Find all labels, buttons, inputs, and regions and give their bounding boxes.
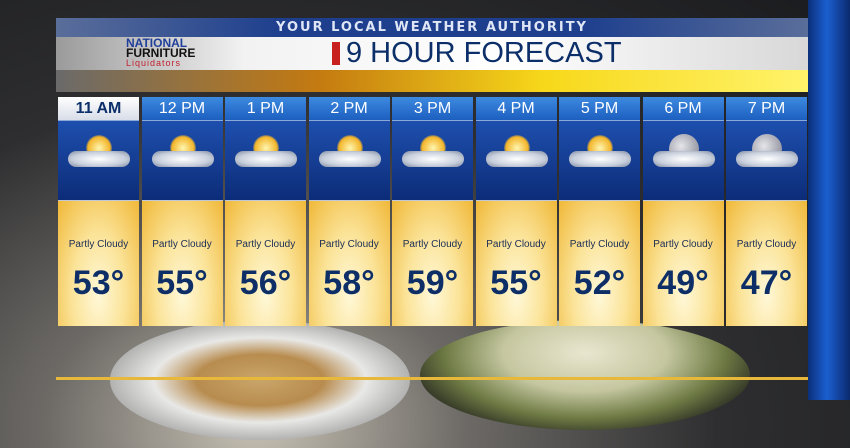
hour-label: 2 PM [308,97,390,120]
forecast-body: Partly Cloudy 49° [642,200,724,326]
temperature: 56° [239,264,292,302]
forecast-body: Partly Cloudy 47° [726,200,807,326]
cloud-icon [736,151,798,167]
partly-cloudy-day-icon [225,120,306,200]
logo-line: FURNITURE [126,46,196,60]
cloud-icon [652,151,715,167]
forecast-column: 2 PM Partly Cloudy 58° [308,97,390,326]
forecast-body: Partly Cloudy 58° [308,200,390,326]
forecast-body: Partly Cloudy 53° [58,200,139,326]
cloud-icon [235,151,297,167]
forecast-column: 1 PM Partly Cloudy 56° [225,97,306,326]
hour-label: 4 PM [475,97,557,120]
sponsor-logo: NATIONAL FURNITURE Liquidators [126,36,226,70]
forecast-body: Partly Cloudy 59° [392,200,473,326]
hour-label: 5 PM [559,97,640,120]
forecast-column: 7 PM Partly Cloudy 47° [726,97,807,326]
hour-label: 12 PM [141,97,223,120]
cloud-icon [318,151,381,167]
condition-label: Partly Cloudy [68,239,129,250]
background-plate [110,320,410,440]
forecast-body: Partly Cloudy 55° [141,200,223,326]
hour-label: 7 PM [726,97,807,120]
tagline: YOUR LOCAL WEATHER AUTHORITY [56,18,808,37]
page-title: 9 HOUR FORECAST [346,37,622,69]
partly-cloudy-day-icon [308,120,390,200]
hour-label: 1 PM [225,97,306,120]
hour-label: 6 PM [642,97,724,120]
divider [56,377,808,380]
partly-cloudy-day-icon [559,120,640,200]
condition-label: Partly Cloudy [319,239,379,250]
background-pan [420,320,750,430]
condition-label: Partly Cloudy [736,239,797,250]
cloud-icon [151,151,214,167]
cloud-icon [402,151,464,167]
forecast-column: 6 PM Partly Cloudy 49° [642,97,724,326]
temperature: 47° [740,264,793,302]
temperature: 59° [406,264,459,302]
cloud-icon [569,151,631,167]
partly-cloudy-day-icon [141,120,223,200]
temperature: 55° [490,264,542,302]
condition-label: Partly Cloudy [653,239,713,250]
condition-label: Partly Cloudy [235,239,296,250]
title-accent [332,42,340,65]
condition-label: Partly Cloudy [486,239,546,250]
side-bar [808,0,850,400]
condition-label: Partly Cloudy [402,239,463,250]
hour-label: 3 PM [392,97,473,120]
forecast-column: 4 PM Partly Cloudy 55° [475,97,557,326]
cloud-icon [485,151,548,167]
forecast-body: Partly Cloudy 55° [475,200,557,326]
logo-line: NATIONAL [126,36,188,50]
title-bar: NATIONAL FURNITURE Liquidators 9 HOUR FO… [56,37,808,70]
condition-label: Partly Cloudy [569,239,630,250]
partly-cloudy-night-icon [726,120,807,200]
forecast-column: 12 PM Partly Cloudy 55° [141,97,223,326]
temperature: 52° [573,264,626,302]
hour-label: 11 AM [58,97,139,120]
cloud-icon [68,151,130,167]
forecast-body: Partly Cloudy 56° [225,200,306,326]
temperature: 55° [156,264,208,302]
partly-cloudy-day-icon [58,120,139,200]
temperature: 53° [72,264,125,302]
partly-cloudy-night-icon [642,120,724,200]
forecast-column: 11 AM Partly Cloudy 53° [58,97,139,326]
temperature: 49° [657,264,709,302]
partly-cloudy-day-icon [392,120,473,200]
forecast-column: 5 PM Partly Cloudy 52° [559,97,640,326]
accent-band [56,70,808,92]
temperature: 58° [323,264,375,302]
partly-cloudy-day-icon [475,120,557,200]
forecast-column: 3 PM Partly Cloudy 59° [392,97,473,326]
logo-line: Liquidators [126,58,182,68]
condition-label: Partly Cloudy [152,239,212,250]
forecast-body: Partly Cloudy 52° [559,200,640,326]
